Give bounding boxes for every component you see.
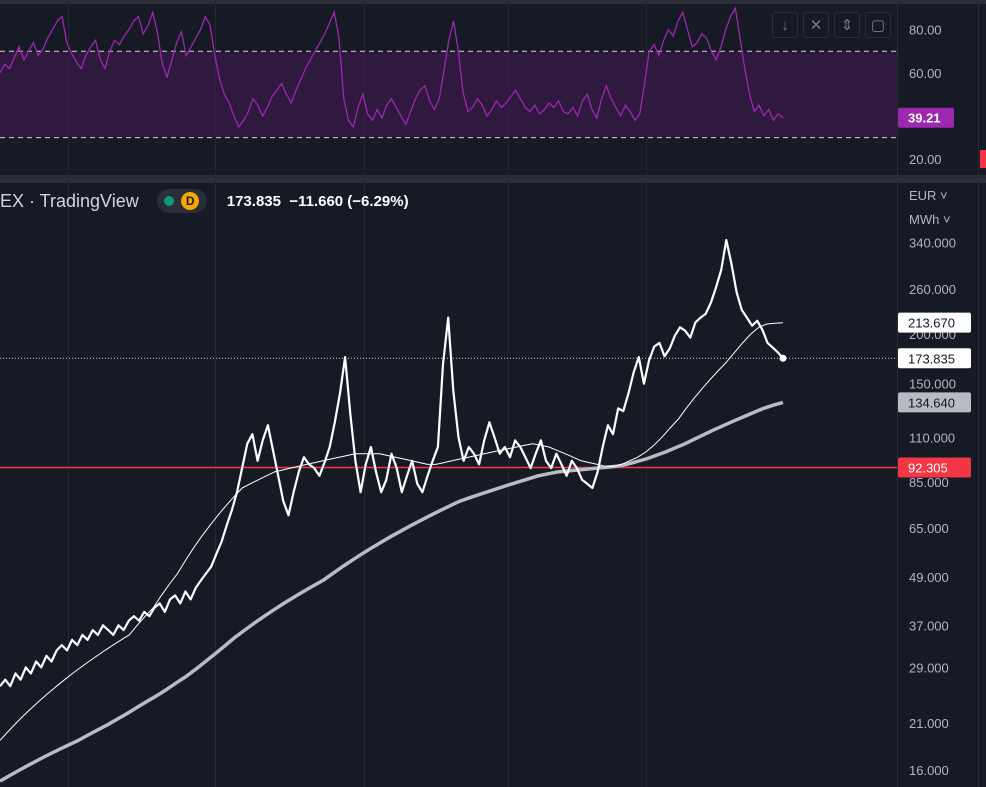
- ma-fast-badge-label: 213.670: [908, 316, 955, 331]
- ma-slow-badge-label: 134.640: [908, 395, 955, 410]
- price-line: [0, 238, 784, 688]
- price-tick-label: 340.000: [909, 236, 956, 251]
- close-icon[interactable]: ✕: [803, 12, 829, 38]
- status-badges[interactable]: D: [156, 189, 207, 213]
- price-tick-label: 85.000: [909, 475, 949, 490]
- price-axis[interactable]: 80.0060.0020.0039.21340.000260.000200.00…: [898, 23, 971, 778]
- price-tick-label: 65.000: [909, 521, 949, 536]
- price-tick-label: 29.000: [909, 660, 949, 675]
- price-tick-label: 110.000: [909, 430, 955, 445]
- currency-selector[interactable]: EUR ˅: [909, 188, 948, 203]
- rsi-last-label: 39.21: [908, 111, 941, 126]
- rsi-tick-label: 60.00: [909, 66, 942, 81]
- pane-separator: [0, 175, 986, 183]
- collapse-icon[interactable]: ⇕: [834, 12, 860, 38]
- price-change: −11.660 (−6.29%): [289, 192, 409, 210]
- rsi-tick-label: 20.00: [909, 152, 942, 167]
- last-price-badge-label: 173.835: [908, 351, 955, 366]
- ma-fast-badge: [898, 312, 971, 333]
- price-tick-label: 260.000: [909, 282, 956, 297]
- symbol-name[interactable]: EX · TradingView: [0, 190, 139, 211]
- rsi-pane[interactable]: [0, 6, 897, 139]
- market-open-dot: [164, 196, 175, 206]
- ma-slow-line: [0, 400, 784, 783]
- ma-slow-badge: [898, 392, 971, 413]
- interval-badge: D: [181, 192, 200, 210]
- rsi-band: [0, 51, 897, 138]
- rsi-last-badge: [898, 107, 954, 128]
- unit-selector[interactable]: MWh ˅: [909, 212, 951, 227]
- legend-header: EX · TradingView D 173.835 −11.660 (−6.2…: [0, 188, 409, 214]
- support-badge: [898, 457, 971, 478]
- rsi-tick-label: 80.00: [909, 23, 942, 38]
- price-tick-label: 16.000: [909, 763, 949, 778]
- last-price: 173.835: [226, 192, 281, 210]
- last-price-dot: [779, 354, 787, 362]
- support-badge-label: 92.305: [908, 461, 948, 476]
- offscreen-marker: [980, 150, 986, 168]
- last-price-text: 173.835 −11.660 (−6.29%): [227, 193, 409, 210]
- last-price-badge: [898, 348, 971, 369]
- arrow-down-icon[interactable]: ↓: [772, 12, 798, 38]
- top-border: [0, 0, 986, 4]
- price-pane[interactable]: [0, 238, 897, 783]
- price-tick-label: 37.000: [909, 618, 949, 633]
- maximize-icon[interactable]: ▢: [865, 12, 891, 38]
- rsi-line: [0, 6, 784, 129]
- price-tick-label: 49.000: [909, 570, 949, 585]
- price-tick-label: 150.000: [909, 377, 956, 392]
- price-tick-label: 21.000: [909, 716, 949, 731]
